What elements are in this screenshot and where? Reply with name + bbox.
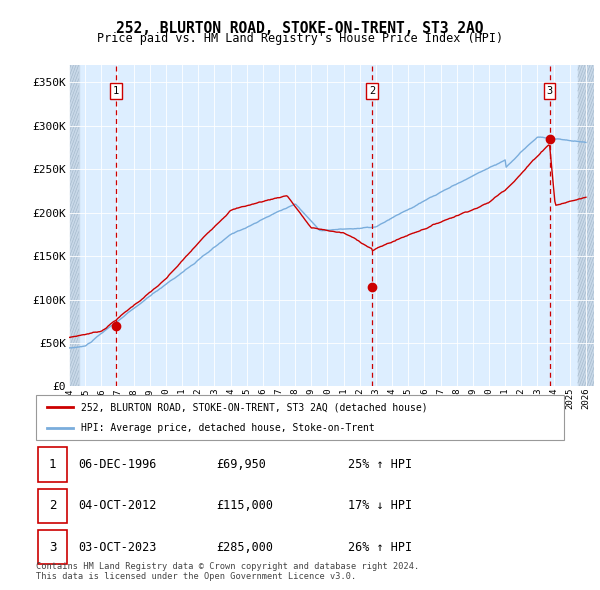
Text: 2: 2 [369, 86, 375, 96]
Text: 17% ↓ HPI: 17% ↓ HPI [348, 499, 412, 513]
Text: 26% ↑ HPI: 26% ↑ HPI [348, 540, 412, 554]
Text: 1: 1 [49, 458, 56, 471]
Text: Contains HM Land Registry data © Crown copyright and database right 2024.
This d: Contains HM Land Registry data © Crown c… [36, 562, 419, 581]
Text: 252, BLURTON ROAD, STOKE-ON-TRENT, ST3 2AQ: 252, BLURTON ROAD, STOKE-ON-TRENT, ST3 2… [116, 21, 484, 35]
Text: 04-OCT-2012: 04-OCT-2012 [78, 499, 157, 513]
Text: 3: 3 [49, 540, 56, 554]
Text: 3: 3 [547, 86, 553, 96]
Text: 25% ↑ HPI: 25% ↑ HPI [348, 458, 412, 471]
Text: £69,950: £69,950 [216, 458, 266, 471]
FancyBboxPatch shape [36, 395, 564, 440]
FancyBboxPatch shape [38, 447, 67, 482]
Text: Price paid vs. HM Land Registry's House Price Index (HPI): Price paid vs. HM Land Registry's House … [97, 32, 503, 45]
Text: 1: 1 [113, 86, 119, 96]
Bar [578, 65, 594, 386]
Text: £115,000: £115,000 [216, 499, 273, 513]
Text: 06-DEC-1996: 06-DEC-1996 [78, 458, 157, 471]
Text: 03-OCT-2023: 03-OCT-2023 [78, 540, 157, 554]
Text: 252, BLURTON ROAD, STOKE-ON-TRENT, ST3 2AQ (detached house): 252, BLURTON ROAD, STOKE-ON-TRENT, ST3 2… [81, 402, 428, 412]
Text: HPI: Average price, detached house, Stoke-on-Trent: HPI: Average price, detached house, Stok… [81, 422, 374, 432]
Bar [69, 65, 79, 386]
FancyBboxPatch shape [38, 530, 67, 565]
FancyBboxPatch shape [38, 489, 67, 523]
Text: £285,000: £285,000 [216, 540, 273, 554]
Text: 2: 2 [49, 499, 56, 513]
